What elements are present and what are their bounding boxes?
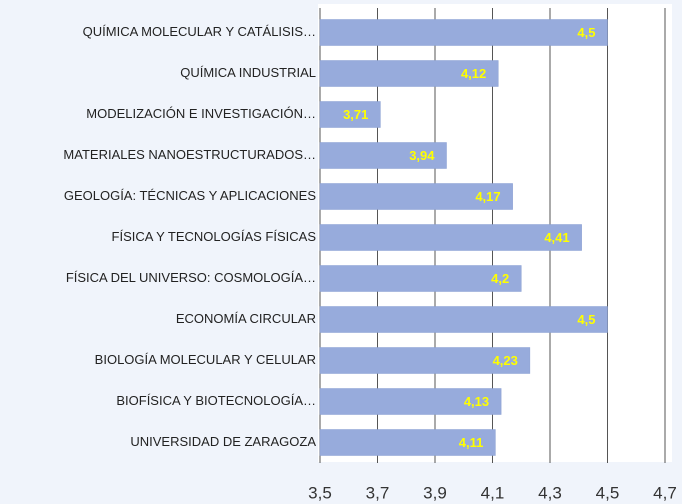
- value-label: 3,94: [409, 148, 435, 163]
- y-tick-label: QUÍMICA INDUSTRIAL: [180, 65, 316, 80]
- x-tick-label: 3,9: [423, 483, 447, 502]
- y-tick-label: BIOFÍSICA Y BIOTECNOLOGÍA…: [116, 393, 316, 408]
- bar: [319, 183, 513, 210]
- y-tick-label: MODELIZACIÓN E INVESTIGACIÓN…: [86, 106, 316, 121]
- x-tick-label: 4,3: [538, 483, 562, 502]
- value-label: 4,5: [577, 312, 595, 327]
- bar: [319, 101, 381, 128]
- y-tick-label: BIOLOGÍA MOLECULAR Y CELULAR: [95, 352, 316, 367]
- x-tick-label: 3,7: [366, 483, 390, 502]
- y-tick-label: FÍSICA DEL UNIVERSO: COSMOLOGÍA…: [66, 270, 316, 285]
- bar: [319, 429, 496, 456]
- bar: [319, 265, 522, 292]
- value-label: 4,23: [493, 353, 518, 368]
- y-tick-label: GEOLOGÍA: TÉCNICAS Y APLICACIONES: [64, 188, 316, 203]
- bar: [319, 388, 502, 415]
- x-tick-label: 4,1: [481, 483, 505, 502]
- value-label: 3,71: [343, 107, 368, 122]
- y-tick-label: QUÍMICA MOLECULAR Y CATÁLISIS…: [83, 24, 316, 39]
- y-tick-label: FÍSICA Y TECNOLOGÍAS FÍSICAS: [112, 229, 317, 244]
- value-label: 4,41: [544, 230, 569, 245]
- y-tick-label: ECONOMÍA CIRCULAR: [176, 311, 316, 326]
- x-tick-label: 4,7: [653, 483, 677, 502]
- y-tick-label: UNIVERSIDAD DE ZARAGOZA: [130, 434, 316, 449]
- bar: [319, 19, 608, 46]
- bar: [319, 306, 608, 333]
- bar: [319, 224, 582, 251]
- bar: [319, 347, 531, 374]
- y-tick-label: MATERIALES NANOESTRUCTURADOS…: [63, 147, 316, 162]
- value-label: 4,5: [577, 25, 595, 40]
- x-tick-label: 3,5: [308, 483, 332, 502]
- x-tick-label: 4,5: [596, 483, 620, 502]
- value-label: 4,2: [491, 271, 509, 286]
- value-label: 4,11: [459, 435, 484, 450]
- value-label: 4,13: [464, 394, 489, 409]
- bar: [319, 60, 499, 87]
- value-label: 4,17: [475, 189, 500, 204]
- bar: [319, 142, 447, 169]
- value-label: 4,12: [461, 66, 486, 81]
